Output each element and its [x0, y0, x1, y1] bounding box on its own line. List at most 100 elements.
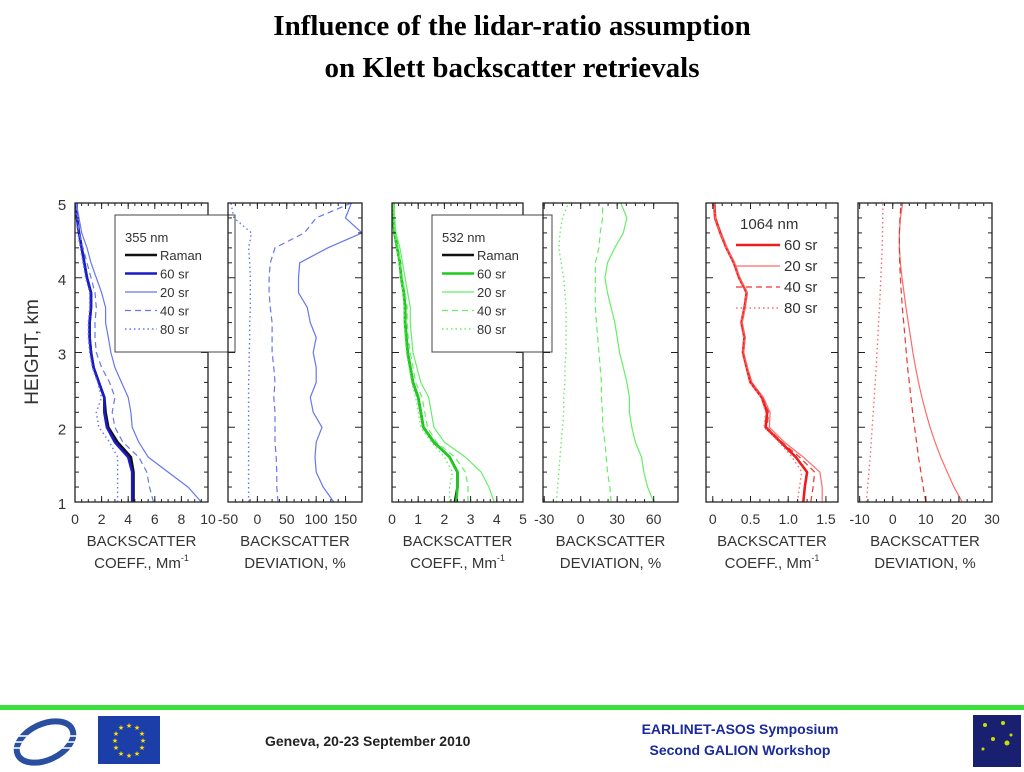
legend-label: 60 sr [160, 267, 190, 282]
x-tick-label: 10 [918, 511, 934, 527]
y-tick-label: 1 [58, 496, 66, 513]
footer-event-line2: Second GALION Workshop [649, 742, 831, 758]
x-tick-label: 0 [709, 511, 717, 527]
svg-text:★: ★ [113, 744, 119, 752]
legend-label: 20 sr [477, 285, 507, 300]
legend-label: 80 sr [784, 300, 817, 317]
plot-frame [857, 202, 993, 503]
y-tick-label: 5 [58, 197, 66, 214]
x-tick-label: 8 [178, 511, 186, 527]
series-line-80-sr [713, 202, 803, 503]
svg-text:★: ★ [134, 750, 140, 758]
series-line-40-sr [594, 203, 612, 503]
earlinet-logo [973, 715, 1021, 767]
legend-label: 20 sr [784, 258, 817, 275]
legend-title: 355 nm [125, 230, 168, 245]
svg-text:★: ★ [113, 730, 119, 738]
svg-text:★: ★ [139, 744, 145, 752]
legend-label: 80 sr [477, 322, 507, 337]
eu-flag-logo: ★ ★★★★★★★★★★★ [98, 716, 160, 764]
x-tick-label: 0.5 [741, 511, 761, 527]
svg-text:★: ★ [134, 724, 140, 732]
x-tick-label: 4 [124, 511, 132, 527]
x-axis-label-line1: BACKSCATTER [717, 533, 827, 550]
x-tick-label: 1 [414, 511, 422, 527]
series-line-20-sr [604, 202, 655, 503]
x-tick-label: 150 [334, 511, 358, 527]
series-line-80-sr [75, 203, 119, 502]
series-line-80-sr [392, 202, 453, 502]
legend-label: Raman [477, 248, 519, 263]
x-tick-label: 5 [519, 511, 527, 527]
y-axis-label: HEIGHT, km [22, 299, 43, 405]
svg-text:★: ★ [140, 737, 146, 745]
svg-text:★: ★ [126, 752, 132, 760]
plot-frame [227, 202, 363, 503]
x-tick-label: 0 [388, 511, 396, 527]
svg-text:★: ★ [139, 730, 145, 738]
series-line-20-sr [75, 202, 202, 503]
x-axis-label-line1: BACKSCATTER [556, 533, 666, 550]
y-tick-label: 4 [58, 272, 66, 289]
x-axis-label-line2: DEVIATION, % [244, 555, 345, 572]
x-axis-label-line2: COEFF., Mm-1 [725, 553, 820, 572]
legend-label: 40 sr [160, 304, 190, 319]
x-tick-label: 1.5 [816, 511, 836, 527]
x-tick-label: 0 [577, 511, 585, 527]
x-tick-label: 10 [200, 511, 216, 527]
slide-title-line2: on Klett backscatter retrievals [324, 52, 700, 84]
panel-532-dev: -30 0 30 60 BACKSCATTER DEVIATION, % [534, 202, 679, 572]
x-axis-label-line2: DEVIATION, % [560, 555, 661, 572]
y-tick-label: 3 [58, 347, 66, 364]
x-axis-label-line2: COEFF., Mm-1 [410, 553, 505, 572]
x-tick-label: 30 [609, 511, 625, 527]
footer-event-line1: EARLINET-ASOS Symposium [641, 721, 839, 737]
x-tick-label: 2 [98, 511, 106, 527]
svg-text:★: ★ [118, 724, 124, 732]
x-tick-label: 2 [441, 511, 449, 527]
x-tick-label: 100 [304, 511, 328, 527]
x-tick-label: -30 [534, 511, 554, 527]
svg-text:★: ★ [112, 737, 118, 745]
series-line-40-sr [713, 202, 816, 503]
x-axis-label-line2: DEVIATION, % [874, 555, 975, 572]
legend-title: 1064 nm [740, 216, 798, 233]
panel-1064-coeff: 0 0.5 1.0 1.5 BACKSCATTER COEFF., Mm-1 1064 nm… [705, 202, 839, 572]
legend-label: 80 sr [160, 322, 190, 337]
x-tick-label: 50 [279, 511, 295, 527]
x-tick-label: 30 [984, 511, 1000, 527]
legend: 355 nm Raman 60 sr 20 sr 40 sr 80 sr [114, 214, 236, 353]
legend-label: Raman [160, 248, 202, 263]
legend-label: 60 sr [784, 237, 817, 254]
x-tick-label: 0 [71, 511, 79, 527]
legend-label: 60 sr [477, 267, 507, 282]
legend-label: 40 sr [477, 304, 507, 319]
legend-title: 532 nm [442, 230, 485, 245]
series-line-40-sr [898, 202, 927, 503]
x-tick-label: -50 [218, 511, 238, 527]
series-line-80-sr [555, 202, 570, 503]
x-tick-label: 20 [951, 511, 967, 527]
x-tick-label: 0 [253, 511, 261, 527]
series-line-80-sr [865, 203, 884, 503]
svg-text:★: ★ [118, 750, 124, 758]
x-axis-label-line2: COEFF., Mm-1 [94, 553, 189, 572]
x-axis-label-line1: BACKSCATTER [87, 533, 197, 550]
x-tick-label: 0 [889, 511, 897, 527]
series-line-40-sr [75, 202, 155, 503]
x-tick-label: -10 [850, 511, 870, 527]
series-line-20-sr [297, 202, 363, 503]
series-line-20-sr [392, 202, 495, 503]
x-axis-label-line1: BACKSCATTER [240, 533, 350, 550]
legend-label: 20 sr [160, 285, 190, 300]
x-axis-label-line1: BACKSCATTER [403, 533, 513, 550]
legend: 532 nm Raman 60 sr 20 sr 40 sr 80 sr [431, 214, 553, 353]
slide-title-line1: Influence of the lidar-ratio assumption [273, 10, 751, 42]
series-line-20-sr [713, 202, 823, 502]
x-tick-label: 4 [493, 511, 501, 527]
footer-divider [0, 705, 1024, 710]
x-tick-label: 1.0 [778, 511, 798, 527]
